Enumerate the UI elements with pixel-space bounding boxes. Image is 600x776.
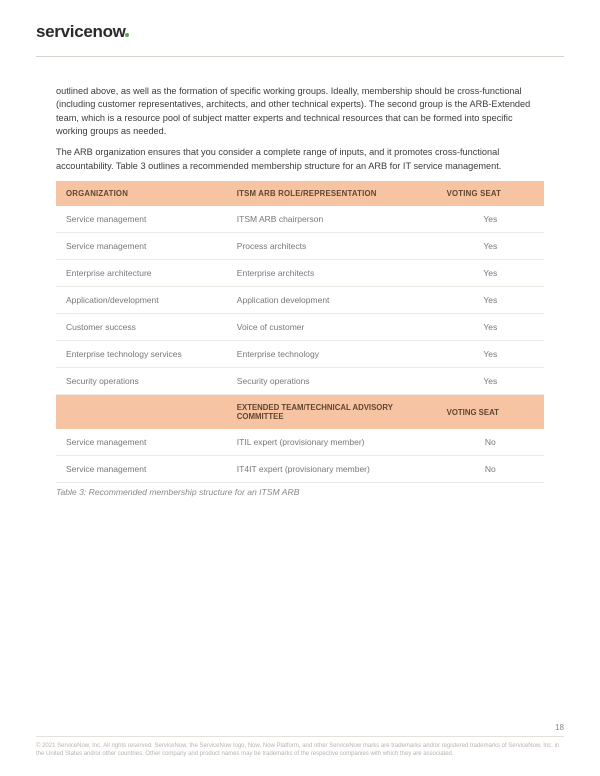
th-role: ITSM ARB ROLE/REPRESENTATION [227,181,437,206]
table-row: Service management ITSM ARB chairperson … [56,206,544,233]
table-header-row: ORGANIZATION ITSM ARB ROLE/REPRESENTATIO… [56,181,544,206]
brand-logo-dot [125,33,129,37]
cell-role: Enterprise architects [227,260,437,287]
cell-role: Enterprise technology [227,341,437,368]
cell-vote: Yes [437,287,544,314]
cell-org: Enterprise technology services [56,341,227,368]
th-organization-ext [56,395,227,430]
th-organization: ORGANIZATION [56,181,227,206]
cell-vote: Yes [437,206,544,233]
table-row: Enterprise technology services Enterpris… [56,341,544,368]
cell-org: Service management [56,429,227,456]
cell-org: Service management [56,233,227,260]
th-role-ext: EXTENDED TEAM/TECHNICAL ADVISORY COMMITT… [227,395,437,430]
paragraph-1: outlined above, as well as the formation… [56,85,544,138]
cell-role: ITSM ARB chairperson [227,206,437,233]
cell-org: Service management [56,206,227,233]
table-row: Service management ITIL expert (provisio… [56,429,544,456]
brand-logo-text: servicenow [36,22,126,41]
th-voting: VOTING SEAT [437,181,544,206]
cell-role: Voice of customer [227,314,437,341]
cell-vote: No [437,456,544,483]
cell-role: Application development [227,287,437,314]
document-content: outlined above, as well as the formation… [36,57,564,497]
legal-text: © 2021 ServiceNow, Inc. All rights reser… [36,742,564,758]
cell-role: ITIL expert (provisionary member) [227,429,437,456]
cell-org: Customer success [56,314,227,341]
table-row: Service management IT4IT expert (provisi… [56,456,544,483]
cell-vote: Yes [437,314,544,341]
table-row: Customer success Voice of customer Yes [56,314,544,341]
cell-org: Enterprise architecture [56,260,227,287]
table-caption: Table 3: Recommended membership structur… [56,487,544,497]
cell-role: Security operations [227,368,437,395]
cell-vote: Yes [437,368,544,395]
brand-logo: servicenow [36,22,129,42]
membership-table: ORGANIZATION ITSM ARB ROLE/REPRESENTATIO… [56,181,544,483]
cell-vote: Yes [437,341,544,368]
cell-vote: Yes [437,233,544,260]
cell-org: Service management [56,456,227,483]
paragraph-2: The ARB organization ensures that you co… [56,146,544,173]
table-subheader-row: EXTENDED TEAM/TECHNICAL ADVISORY COMMITT… [56,395,544,430]
table-row: Application/development Application deve… [56,287,544,314]
cell-role: Process architects [227,233,437,260]
cell-vote: Yes [437,260,544,287]
page-number: 18 [555,723,564,732]
cell-role: IT4IT expert (provisionary member) [227,456,437,483]
cell-vote: No [437,429,544,456]
cell-org: Security operations [56,368,227,395]
th-voting-ext: VOTING SEAT [437,395,544,430]
cell-org: Application/development [56,287,227,314]
page-footer: 18 © 2021 ServiceNow, Inc. All rights re… [36,736,564,758]
table-row: Service management Process architects Ye… [56,233,544,260]
table-row: Enterprise architecture Enterprise archi… [56,260,544,287]
table-row: Security operations Security operations … [56,368,544,395]
